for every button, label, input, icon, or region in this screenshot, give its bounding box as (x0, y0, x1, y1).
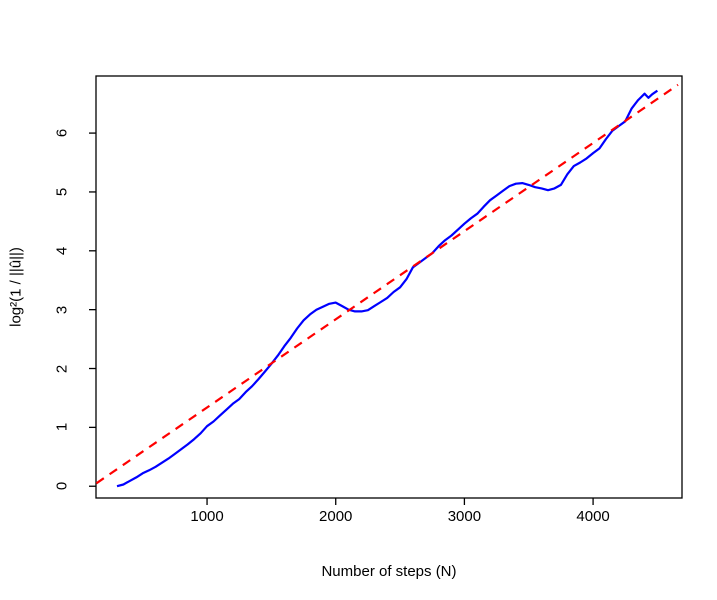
x-tick-label: 3000 (447, 508, 482, 525)
linear-fit-line (95, 83, 679, 485)
y-tick-label: 3 (53, 305, 71, 314)
y-tick-label: 1 (53, 423, 71, 432)
y-tick-label: 4 (53, 246, 71, 255)
x-tick-label: 1000 (190, 508, 224, 525)
y-tick-label: 6 (53, 128, 71, 138)
y-axis-label: log²(1 / ||û||) (7, 247, 25, 327)
y-tick-label: 0 (53, 482, 71, 491)
y-tick-label: 5 (53, 187, 71, 197)
x-axis-label: Number of steps (N) (321, 563, 457, 580)
observed-curve-line (116, 89, 659, 488)
y-tick-label: 2 (53, 364, 71, 373)
x-tick-label: 4000 (576, 508, 610, 525)
x-tick-label: 2000 (319, 508, 353, 525)
plot-border (95, 75, 683, 499)
